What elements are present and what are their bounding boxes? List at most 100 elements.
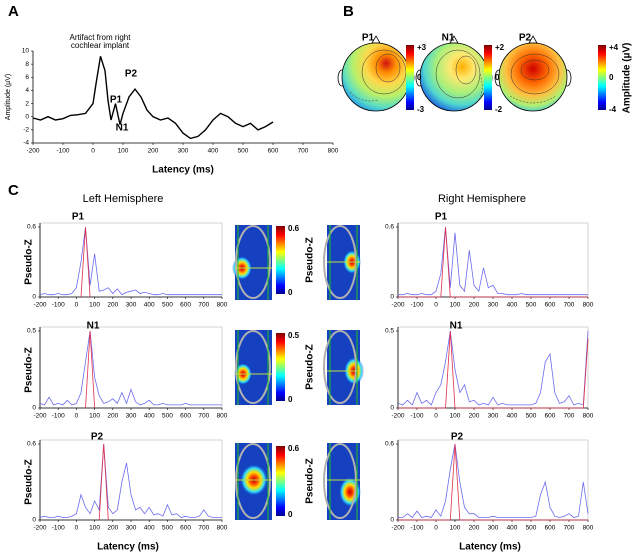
x-tick-label: 300 bbox=[126, 525, 137, 532]
x-tick-label: -200 bbox=[33, 413, 46, 420]
x-tick-label: 700 bbox=[198, 525, 209, 532]
x-tick-label: 100 bbox=[89, 302, 100, 309]
x-tick-label: 800 bbox=[583, 302, 594, 309]
source-image bbox=[323, 225, 361, 300]
x-tick-label: 0 bbox=[434, 525, 438, 532]
x-tick-label: 800 bbox=[583, 525, 594, 532]
colorbar-label: -2 bbox=[495, 105, 503, 114]
series-line bbox=[398, 443, 588, 521]
series-line bbox=[39, 226, 222, 296]
y-axis-label: Pseudo-Z bbox=[24, 239, 35, 285]
x-tick-label: 300 bbox=[488, 413, 499, 420]
y-tick-label: 0 bbox=[390, 294, 394, 301]
annotation: P2 bbox=[451, 432, 464, 443]
source-image bbox=[323, 443, 361, 520]
source-image bbox=[232, 225, 272, 300]
series-line bbox=[85, 330, 95, 409]
y-tick-label: 10 bbox=[22, 48, 30, 55]
x-tick-label: 700 bbox=[564, 525, 575, 532]
y-axis-label: Pseudo-Z bbox=[24, 459, 35, 505]
x-tick-label: 500 bbox=[162, 413, 173, 420]
y-tick-label: 6 bbox=[25, 74, 29, 81]
x-tick-label: 300 bbox=[178, 148, 189, 155]
series-line bbox=[98, 443, 109, 521]
x-tick-label: 500 bbox=[162, 525, 173, 532]
x-tick-label: 600 bbox=[268, 148, 279, 155]
x-tick-label: -100 bbox=[52, 302, 65, 309]
y-tick-label: 0 bbox=[32, 405, 36, 412]
plot-frame bbox=[39, 222, 223, 298]
x-tick-label: 200 bbox=[469, 525, 480, 532]
x-tick-label: 0 bbox=[434, 413, 438, 420]
y-tick-label: 4 bbox=[25, 87, 29, 94]
x-tick-label: 200 bbox=[148, 148, 159, 155]
x-tick-label: 300 bbox=[126, 413, 137, 420]
annotation: P1 bbox=[110, 95, 123, 106]
series-line bbox=[398, 443, 589, 519]
colorbar bbox=[276, 226, 285, 294]
colorbar-label: 0 bbox=[417, 73, 422, 82]
x-tick-label: 600 bbox=[180, 525, 191, 532]
x-tick-label: 600 bbox=[180, 413, 191, 420]
x-tick-label: 800 bbox=[583, 413, 594, 420]
colorbar-label: 0.5 bbox=[288, 331, 300, 340]
y-tick-label: 0.6 bbox=[27, 441, 36, 448]
y-tick-label: 0.6 bbox=[385, 224, 394, 231]
colorbar-label: 0 bbox=[288, 510, 293, 519]
x-tick-label: -100 bbox=[52, 413, 65, 420]
annotation: N1 bbox=[450, 321, 463, 332]
x-tick-label: 600 bbox=[545, 302, 556, 309]
x-tick-label: 0 bbox=[75, 525, 79, 532]
source-image bbox=[234, 330, 272, 405]
panel-label: B bbox=[343, 3, 354, 20]
x-tick-label: -200 bbox=[391, 302, 404, 309]
x-tick-label: 100 bbox=[118, 148, 129, 155]
x-tick-label: 500 bbox=[526, 302, 537, 309]
annotation: cochlear implant bbox=[71, 41, 130, 50]
x-tick-label: -200 bbox=[26, 148, 39, 155]
colorbar-label: 0 bbox=[288, 288, 293, 297]
x-tick-label: 200 bbox=[469, 413, 480, 420]
series-line bbox=[39, 330, 222, 406]
y-tick-label: 0 bbox=[25, 113, 29, 120]
x-tick-label: 500 bbox=[526, 525, 537, 532]
y-axis-label: Pseudo-Z bbox=[24, 347, 35, 393]
x-tick-label: -200 bbox=[391, 525, 404, 532]
x-tick-label: 300 bbox=[126, 302, 137, 309]
y-tick-label: 0 bbox=[390, 517, 394, 524]
colorbar bbox=[276, 446, 285, 516]
y-tick-label: -4 bbox=[23, 140, 29, 147]
x-tick-label: 600 bbox=[180, 302, 191, 309]
x-tick-label: 400 bbox=[144, 302, 155, 309]
x-tick-label: 700 bbox=[198, 302, 209, 309]
x-tick-label: 100 bbox=[450, 302, 461, 309]
x-tick-label: -200 bbox=[33, 525, 46, 532]
x-tick-label: 700 bbox=[198, 413, 209, 420]
x-tick-label: 600 bbox=[545, 525, 556, 532]
x-tick-label: 500 bbox=[238, 148, 249, 155]
colorbar-label: +2 bbox=[495, 43, 505, 52]
annotation: N1 bbox=[87, 321, 100, 332]
series-line bbox=[398, 226, 588, 298]
x-axis-label: Latency (ms) bbox=[459, 542, 521, 553]
colorbar bbox=[276, 333, 285, 401]
topomap-label: N1 bbox=[442, 33, 455, 44]
colorbar-label: 0 bbox=[495, 73, 500, 82]
x-tick-label: 100 bbox=[450, 525, 461, 532]
annotation: P1 bbox=[72, 212, 85, 223]
colorbar-label: -4 bbox=[609, 105, 617, 114]
colorbar-label: 0 bbox=[288, 395, 293, 404]
x-tick-label: 400 bbox=[208, 148, 219, 155]
colorbar-title: Amplitude (µV) bbox=[622, 43, 633, 114]
plot-frame bbox=[39, 439, 223, 521]
source-image bbox=[235, 443, 272, 520]
x-tick-label: 200 bbox=[469, 302, 480, 309]
x-tick-label: 700 bbox=[564, 413, 575, 420]
colorbar bbox=[406, 45, 414, 110]
x-tick-label: 200 bbox=[107, 413, 118, 420]
x-tick-label: 200 bbox=[107, 525, 118, 532]
x-tick-label: 700 bbox=[298, 148, 309, 155]
x-tick-label: 400 bbox=[507, 302, 518, 309]
x-tick-label: 300 bbox=[488, 302, 499, 309]
